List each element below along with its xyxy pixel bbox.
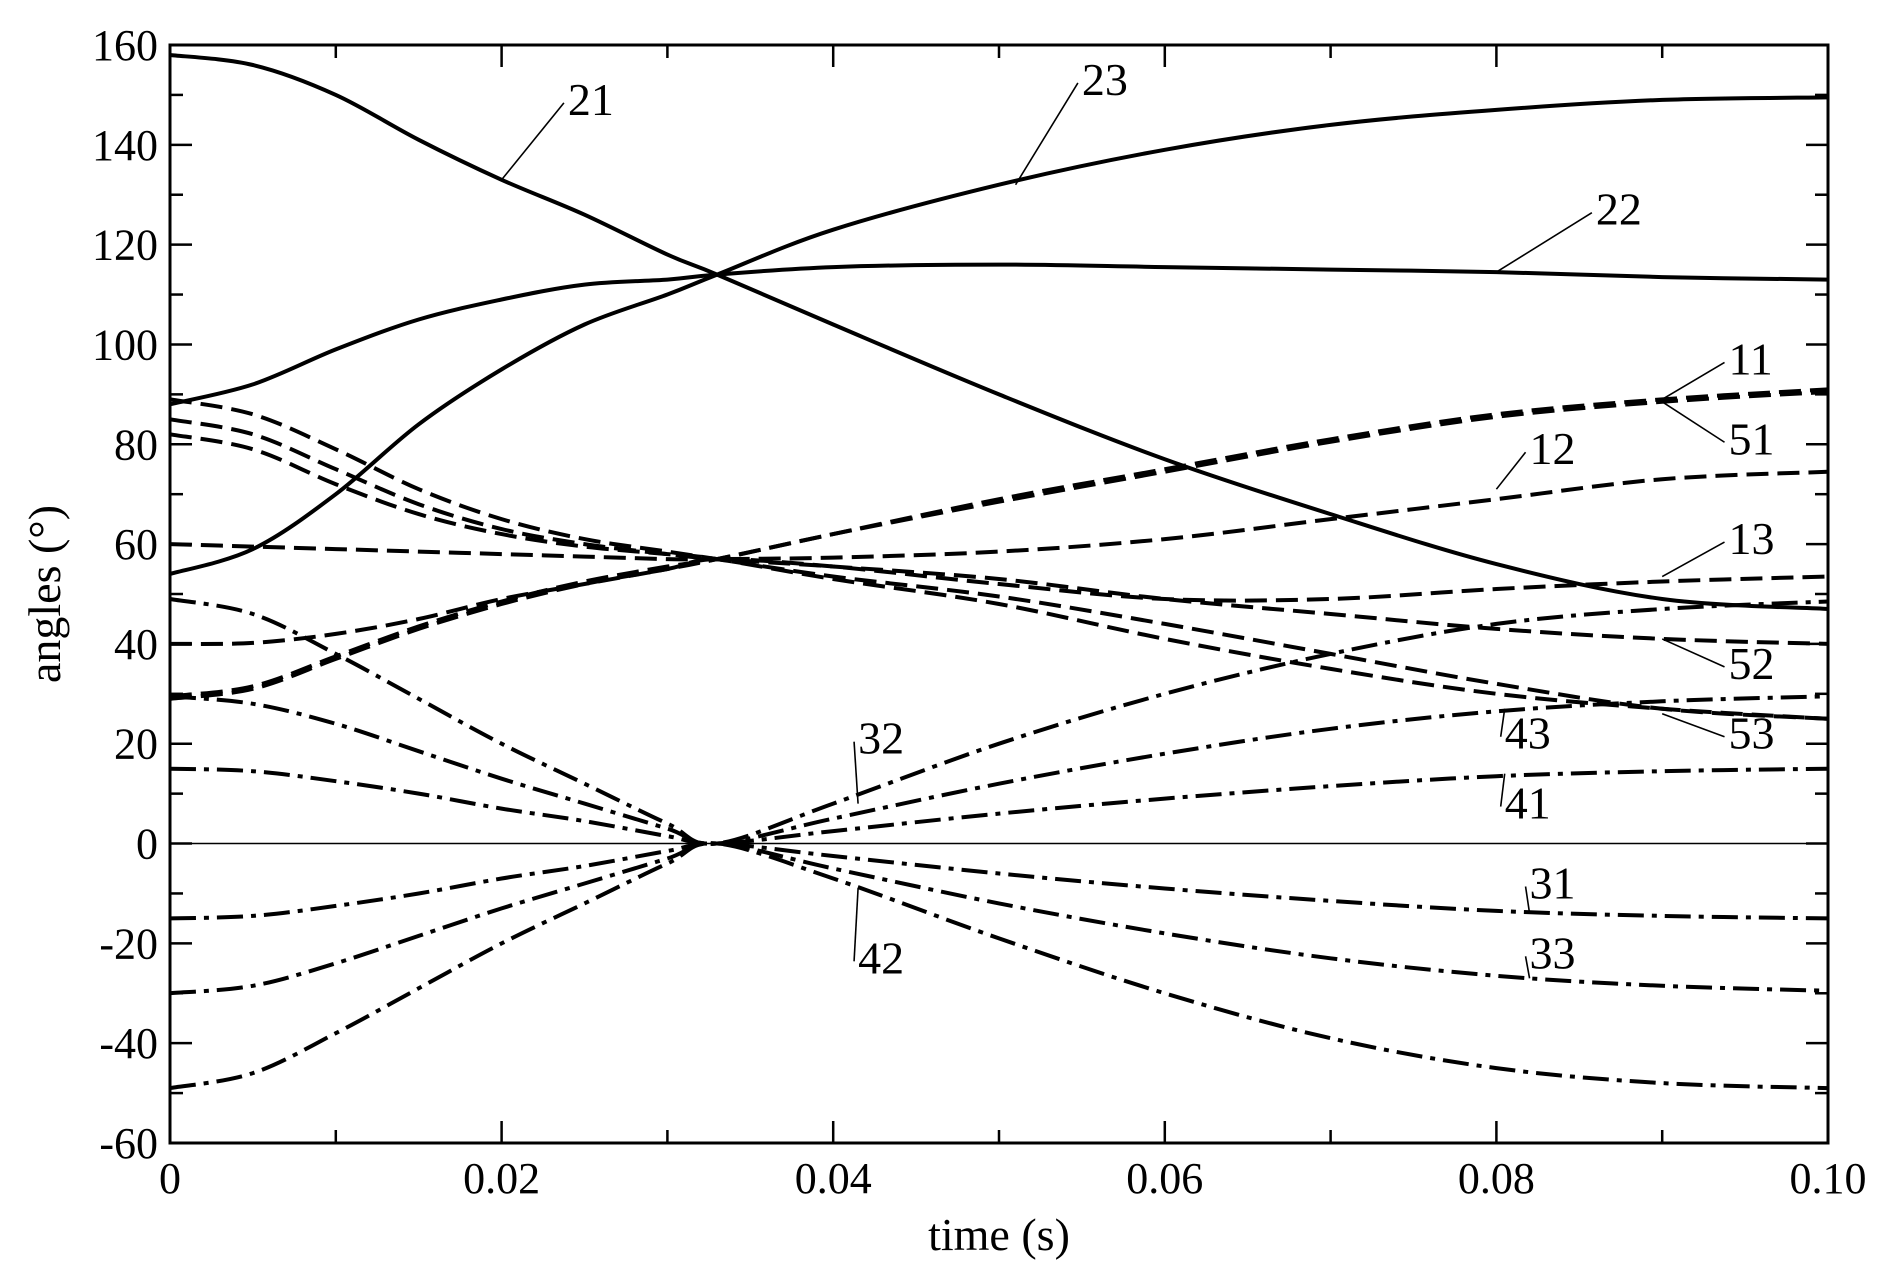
annotation-leader-21	[500, 102, 565, 181]
curve-label-42: 42	[858, 932, 904, 983]
annotation-leader-12	[1495, 451, 1527, 490]
series-line-41	[169, 766, 1829, 846]
x-tick-label: 0.04	[795, 1154, 872, 1203]
series-line-52	[169, 417, 1829, 646]
series-line-23	[169, 95, 1829, 576]
curve-label-12: 12	[1530, 423, 1576, 474]
x-tick-label: 0	[159, 1154, 181, 1203]
curve-label-21: 21	[568, 74, 614, 125]
annotation-leader-42	[853, 888, 859, 962]
series-line-33	[169, 841, 1829, 996]
curve-annotations: 21 23 22 11 51 12 13 52 53 43 41 32 42 31 33	[500, 54, 1775, 983]
curve-label-41: 41	[1505, 778, 1551, 829]
y-tick-label: -20	[99, 919, 158, 968]
curve-label-31: 31	[1530, 857, 1576, 908]
y-tick-label: 60	[114, 520, 158, 569]
curve-label-43: 43	[1505, 708, 1551, 759]
y-tick-label: 120	[92, 221, 158, 270]
series-line-22	[169, 262, 1829, 407]
y-tick-label: 40	[114, 620, 158, 669]
annotation-leader-33	[1524, 956, 1531, 979]
annotation-leader-13	[1661, 541, 1725, 578]
annotation-leader-41	[1499, 773, 1506, 807]
y-axis-ticks: 160 140 120 100 80 60 40 20 0 -20 -40 -60	[92, 21, 1828, 1168]
y-axis-title: angles (°)	[19, 505, 70, 683]
series-line-13	[169, 557, 1829, 646]
curve-label-22: 22	[1596, 184, 1642, 235]
curve-label-11: 11	[1729, 333, 1773, 384]
y-tick-label: 20	[114, 720, 158, 769]
annotation-leader-51	[1661, 401, 1725, 443]
x-tick-label: 0.10	[1790, 1154, 1867, 1203]
annotation-leader-31	[1524, 886, 1531, 914]
curve-label-33: 33	[1530, 927, 1576, 978]
annotation-leader-11	[1661, 361, 1725, 401]
x-tick-label: 0.02	[463, 1154, 540, 1203]
x-axis-title: time (s)	[928, 1209, 1070, 1260]
series-line-42	[169, 841, 1829, 1091]
series-line-32	[169, 597, 1829, 847]
y-tick-label: 80	[114, 420, 158, 469]
x-tick-label: 0.08	[1458, 1154, 1535, 1203]
annotation-leader-32	[853, 741, 859, 804]
curve-label-52: 52	[1729, 638, 1775, 689]
series-line-21	[169, 53, 1829, 611]
curve-label-23: 23	[1082, 54, 1128, 105]
y-tick-label: -40	[99, 1019, 158, 1068]
plot-frame	[168, 43, 1830, 1145]
x-axis-ticks: 0 0.02 0.04 0.06 0.08 0.10	[159, 45, 1867, 1203]
series-line-unlabeled-9	[169, 397, 1829, 721]
series-layer	[169, 53, 1829, 1091]
curve-label-53: 53	[1729, 708, 1775, 759]
y-tick-label: 140	[92, 121, 158, 170]
annotation-leader-23	[1014, 82, 1079, 186]
y-tick-label: 0	[136, 820, 158, 869]
y-tick-label: 100	[92, 320, 158, 369]
annotation-leader-43	[1499, 708, 1506, 737]
series-line-31	[169, 841, 1829, 921]
annotation-leader-53	[1661, 713, 1725, 738]
y-tick-label: 160	[92, 21, 158, 70]
y-tick-label: -60	[99, 1119, 158, 1168]
annotation-leader-52	[1661, 638, 1725, 668]
curve-label-13: 13	[1729, 513, 1775, 564]
series-line-43	[169, 694, 1829, 846]
curve-label-51: 51	[1729, 413, 1775, 464]
x-tick-label: 0.06	[1126, 1154, 1203, 1203]
series-line-11	[169, 387, 1829, 701]
series-line-51	[169, 389, 1829, 699]
annotation-leader-22	[1495, 211, 1593, 273]
series-line-53	[169, 432, 1829, 721]
curve-label-32: 32	[858, 713, 904, 764]
